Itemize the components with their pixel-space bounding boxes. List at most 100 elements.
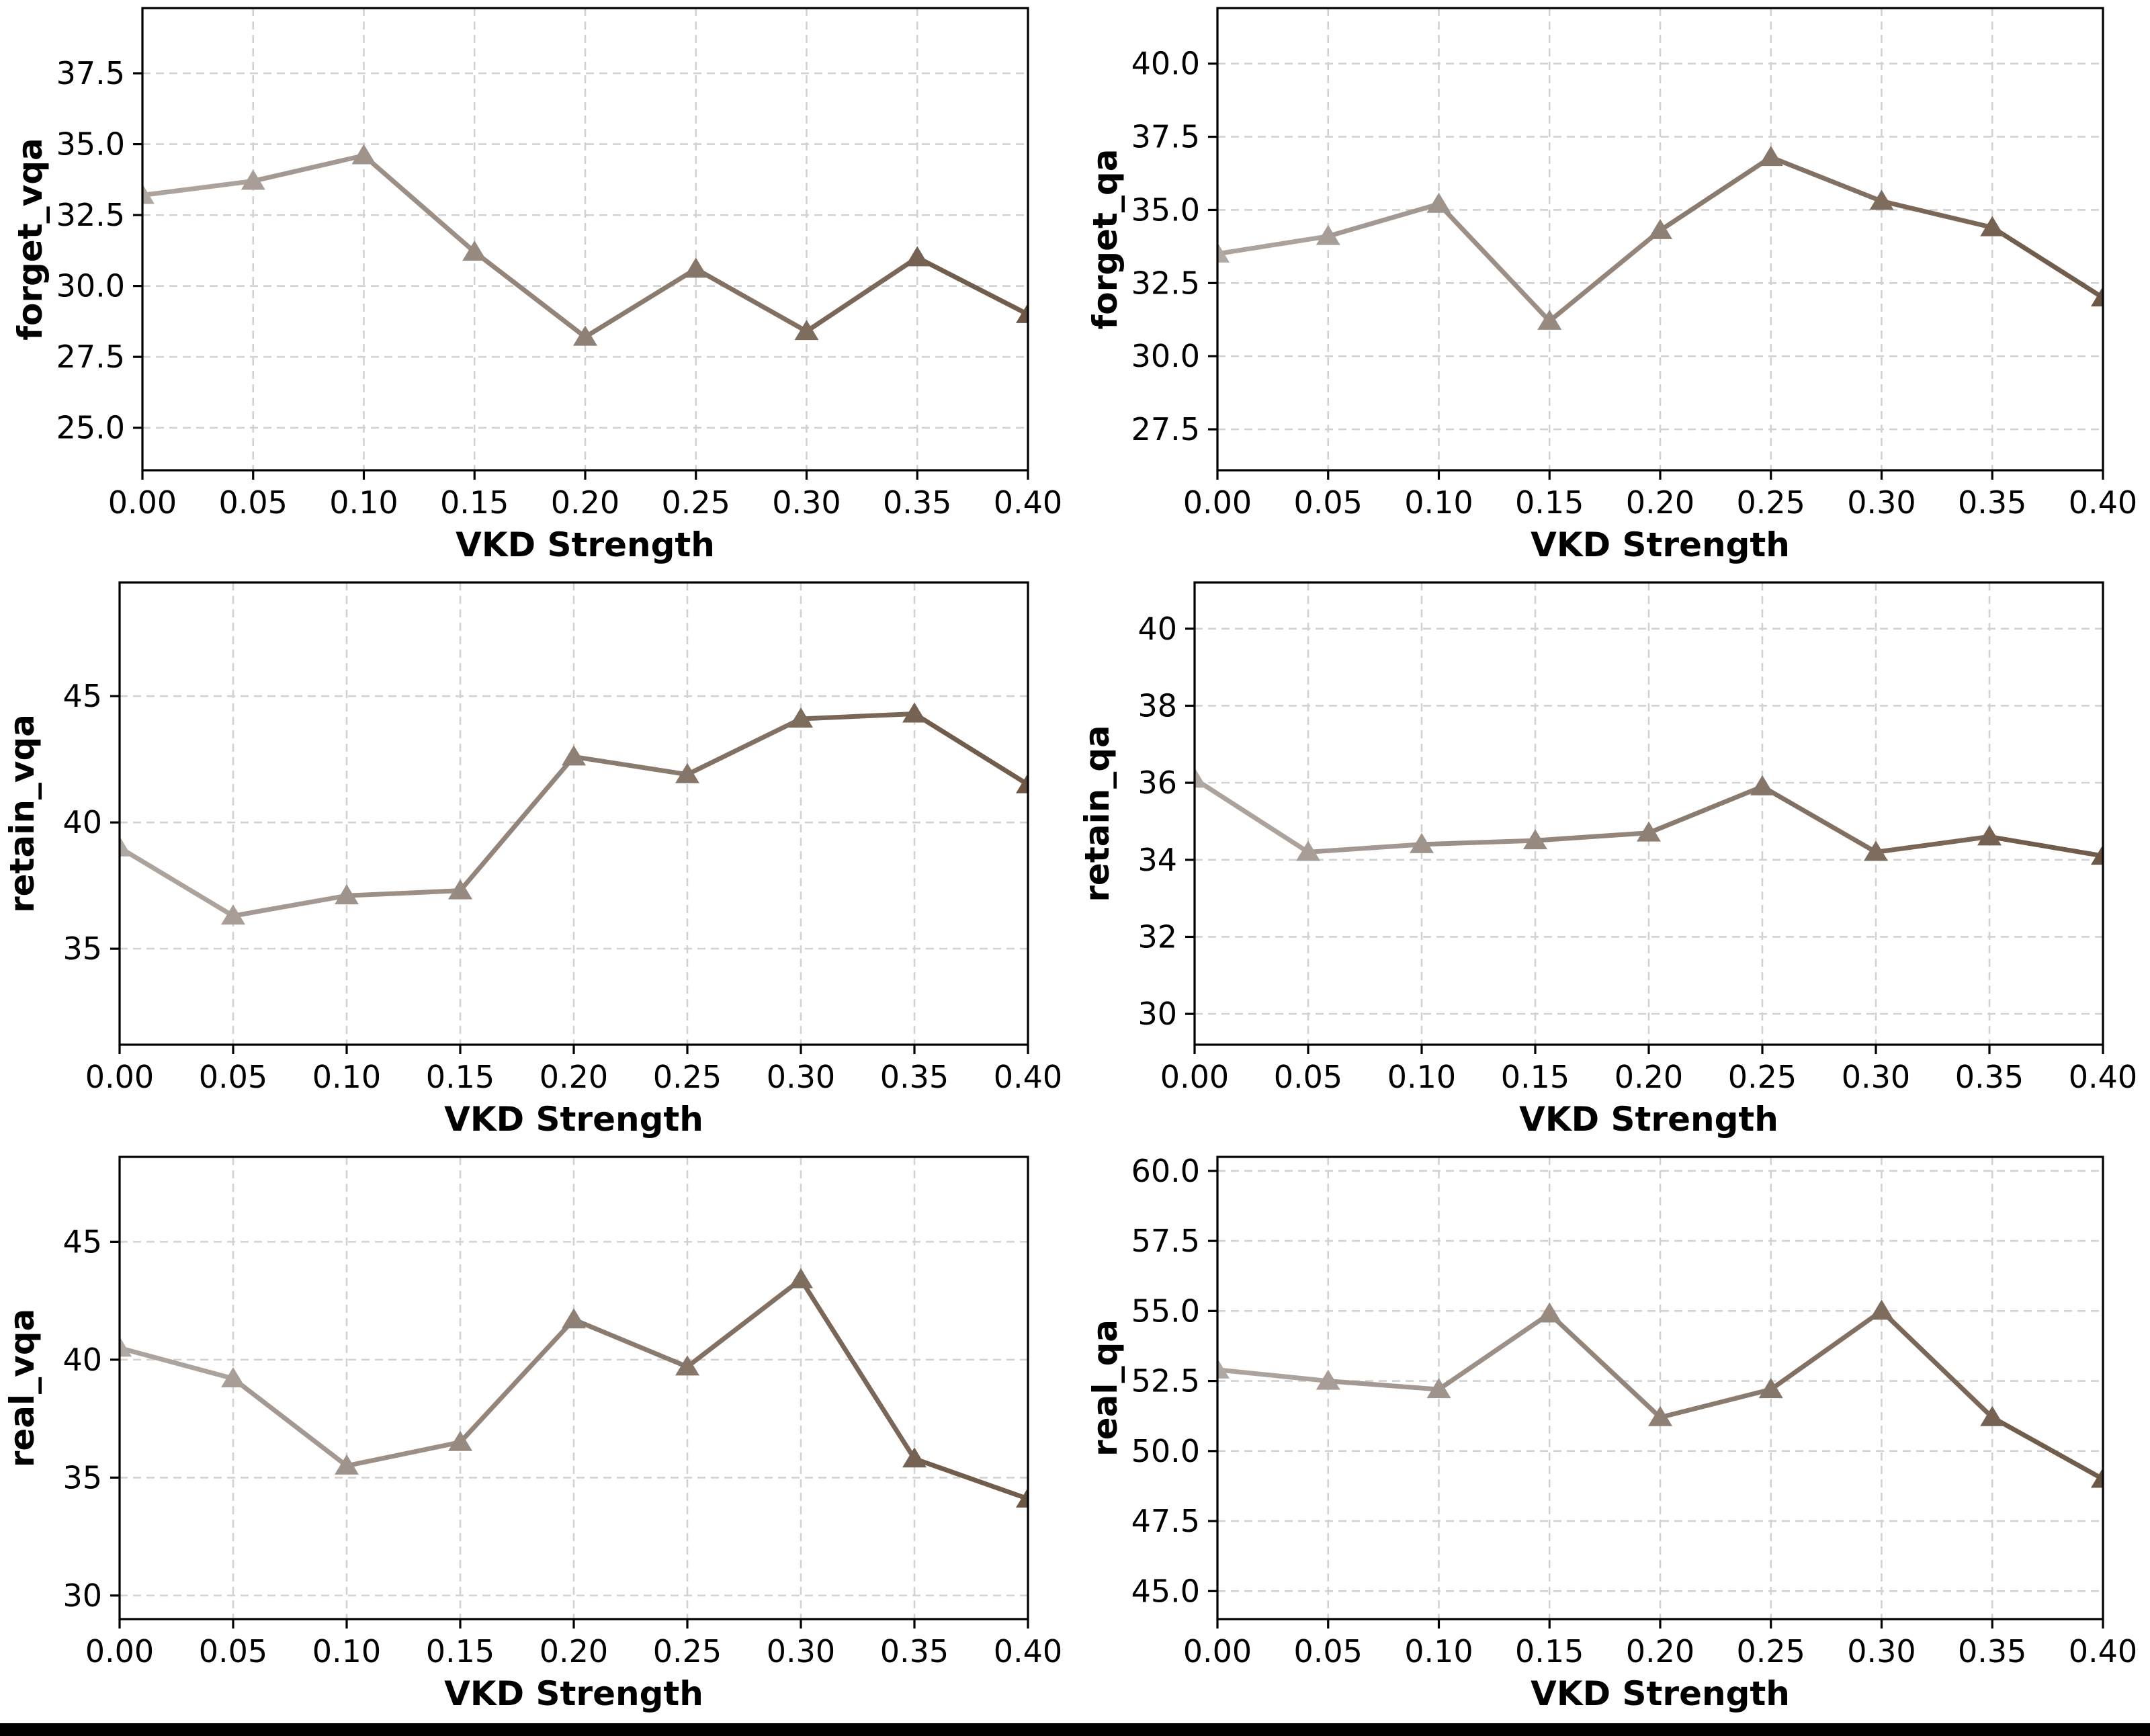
series-line-segment	[1421, 838, 1536, 847]
y-tick-label: 45	[62, 678, 102, 714]
data-series	[120, 702, 1028, 925]
x-axis-label: VKD Strength	[456, 525, 715, 564]
x-tick-label: 0.25	[662, 484, 730, 521]
data-point-marker	[462, 240, 487, 261]
series-line-segment	[120, 845, 234, 918]
subplot-panel: 0.00 0.05 0.10 0.15 0.20 0.25 0.30 0.35 0.40 30 32…	[1075, 574, 2150, 1149]
data-point-marker	[335, 884, 359, 905]
data-point-marker	[1426, 192, 1451, 213]
data-point-marker	[902, 1447, 927, 1468]
x-tick-label: 0.35	[880, 1059, 949, 1095]
data-point-marker	[1864, 840, 1888, 861]
data-series	[1217, 1299, 2103, 1488]
x-tick-label: 0.40	[994, 1059, 1062, 1095]
x-tick-label: 0.10	[312, 1059, 381, 1095]
data-point-marker	[1016, 302, 1028, 323]
data-point-marker	[1426, 1378, 1451, 1399]
data-series	[1195, 767, 2103, 865]
x-tick-label: 0.30	[1847, 1633, 1916, 1669]
y-tick-label: 57.5	[1131, 1223, 1200, 1259]
x-tick-label: 0.40	[2069, 484, 2137, 521]
series-line-segment	[1217, 234, 1329, 257]
data-point-marker	[351, 144, 376, 165]
data-point-marker	[1977, 825, 2002, 846]
data-point-marker	[221, 904, 245, 925]
data-point-marker	[1410, 832, 1434, 853]
series-line-segment	[120, 1345, 234, 1381]
x-tick-label: 0.20	[551, 484, 619, 521]
x-tick-label: 0.05	[1294, 1633, 1363, 1669]
line-chart: 0.00 0.05 0.10 0.15 0.20 0.25 0.30 0.35 0.40 45.0…	[1086, 1153, 2137, 1713]
series-line-segment	[1991, 225, 2103, 300]
y-tick-label: 38	[1137, 687, 1177, 724]
x-tick-label: 0.40	[994, 1633, 1062, 1669]
data-point-marker	[562, 1308, 586, 1329]
series-line-segment	[573, 754, 688, 777]
y-tick-label: 47.5	[1131, 1503, 1200, 1539]
x-tick-label: 0.20	[1626, 484, 1694, 521]
series-line-segment	[916, 255, 1028, 316]
series-line-segment	[1881, 198, 1993, 230]
y-tick-label: 40	[62, 804, 102, 840]
y-tick-label: 30	[62, 1577, 102, 1614]
series-line-segment	[458, 755, 576, 892]
data-point-marker	[2091, 1467, 2103, 1488]
x-tick-label: 0.15	[1515, 484, 1584, 521]
data-point-marker	[1537, 309, 1562, 330]
data-point-marker	[1523, 829, 1547, 850]
series-line-segment	[799, 1278, 916, 1461]
y-tick-label: 40	[1137, 611, 1177, 647]
y-tick-label: 32.5	[1131, 265, 1200, 301]
x-tick-label: 0.40	[994, 484, 1062, 521]
data-point-marker	[905, 246, 930, 267]
x-axis-label: VKD Strength	[1531, 525, 1790, 564]
x-tick-label: 0.10	[312, 1633, 381, 1669]
x-tick-label: 0.05	[1274, 1059, 1342, 1095]
series-line-segment	[572, 1317, 689, 1369]
data-point-marker	[2091, 286, 2103, 307]
series-line-segment	[346, 1440, 461, 1469]
line-chart: 0.00 0.05 0.10 0.15 0.20 0.25 0.30 0.35 0.40 35 40…	[3, 581, 1062, 1139]
y-tick-label: 35.0	[1131, 191, 1200, 228]
series-line-segment	[1307, 842, 1422, 855]
data-point-marker	[120, 1336, 132, 1357]
series-line-segment	[1547, 1311, 1662, 1420]
data-point-marker	[448, 879, 472, 900]
y-tick-label: 60.0	[1131, 1153, 1200, 1189]
data-point-marker	[2091, 844, 2103, 865]
series-line-segment	[346, 888, 461, 898]
data-point-marker	[1016, 773, 1028, 793]
subplot-panel: 0.00 0.05 0.10 0.15 0.20 0.25 0.30 0.35 0.40 45.0…	[1075, 1149, 2150, 1723]
line-chart: 0.00 0.05 0.10 0.15 0.20 0.25 0.30 0.35 0.40 25.0…	[11, 7, 1062, 564]
x-tick-label: 0.25	[1728, 1059, 1797, 1095]
x-tick-label: 0.10	[1404, 484, 1473, 521]
series-line-segment	[1217, 1367, 1329, 1384]
y-tick-label: 30	[1137, 996, 1177, 1032]
series-line-segment	[1535, 830, 1649, 843]
data-point-marker	[1869, 189, 1894, 210]
y-tick-label: 34	[1137, 842, 1177, 878]
series-line-segment	[1659, 155, 1772, 232]
y-axis-label: retain_vqa	[3, 714, 42, 913]
series-line-segment	[1991, 1415, 2103, 1481]
bottom-border-bar	[0, 1723, 2150, 1736]
x-tick-label: 0.40	[2069, 1059, 2137, 1095]
x-tick-label: 0.35	[1955, 1059, 2024, 1095]
series-line-segment	[1327, 202, 1440, 239]
y-axis-label: real_qa	[1086, 1319, 1125, 1457]
data-point-marker	[1637, 821, 1661, 842]
subplot-panel: 0.00 0.05 0.10 0.15 0.20 0.25 0.30 0.35 0.40 25.0…	[0, 0, 1075, 574]
series-line-segment	[1875, 834, 1990, 855]
data-point-marker	[448, 1430, 472, 1451]
y-tick-label: 30.0	[56, 268, 125, 304]
data-point-marker	[1316, 224, 1340, 245]
series-line-segment	[913, 1457, 1028, 1502]
data-point-marker	[142, 183, 155, 204]
data-point-marker	[562, 745, 586, 766]
line-chart: 0.00 0.05 0.10 0.15 0.20 0.25 0.30 0.35 0.40 30 32…	[1078, 581, 2137, 1139]
x-tick-label: 0.25	[653, 1059, 722, 1095]
x-tick-label: 0.05	[199, 1633, 267, 1669]
data-series	[120, 1268, 1028, 1508]
x-tick-label: 0.25	[1737, 1633, 1805, 1669]
